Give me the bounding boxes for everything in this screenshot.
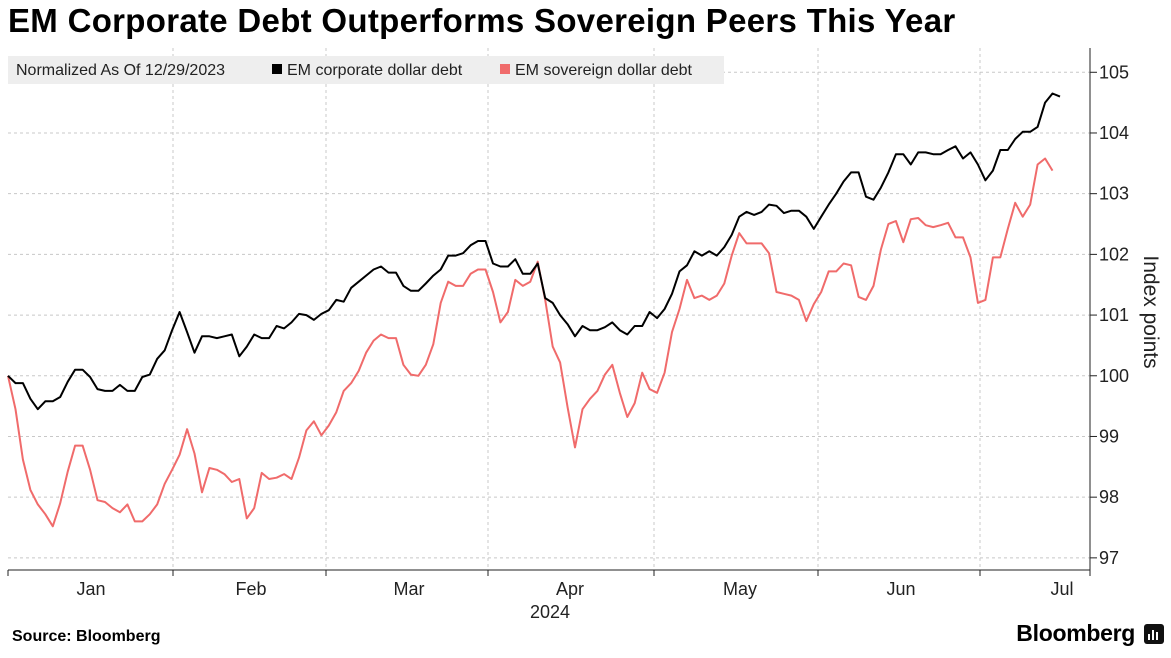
gridlines bbox=[8, 48, 1090, 570]
x-tick-label: May bbox=[723, 579, 757, 599]
y-tick-label: 103 bbox=[1099, 184, 1129, 204]
y-tick-label: 99 bbox=[1099, 426, 1119, 446]
y-tick-label: 104 bbox=[1099, 123, 1129, 143]
legend-swatch-sovereign bbox=[500, 64, 510, 74]
y-tick-label: 102 bbox=[1099, 244, 1129, 264]
x-tick-label: Apr bbox=[556, 579, 584, 599]
y-tick-label: 98 bbox=[1099, 487, 1119, 507]
legend-note: Normalized As Of 12/29/2023 bbox=[16, 62, 225, 79]
y-axis-ticks: 97 98 99 100 101 102 103 104 105 bbox=[1090, 62, 1129, 568]
y-tick-label: 100 bbox=[1099, 366, 1129, 386]
y-axis-title: Index points bbox=[1139, 255, 1162, 368]
legend-background bbox=[8, 56, 724, 84]
x-tick-label: Jun bbox=[886, 579, 915, 599]
bloomberg-logo: Bloomberg bbox=[1016, 620, 1135, 646]
chart-title: EM Corporate Debt Outperforms Sovereign … bbox=[8, 2, 956, 39]
series-line-corporate bbox=[7, 92, 1061, 411]
y-tick-label: 105 bbox=[1099, 62, 1129, 82]
legend-label-corporate: EM corporate dollar debt bbox=[287, 62, 463, 79]
x-tick-label: Jul bbox=[1050, 579, 1073, 599]
y-tick-label: 101 bbox=[1099, 305, 1129, 325]
bloomberg-chart-icon bbox=[1144, 624, 1164, 644]
x-tick-label: Jan bbox=[76, 579, 105, 599]
legend-swatch-corporate bbox=[272, 64, 282, 74]
source-note: Source: Bloomberg bbox=[12, 628, 161, 645]
x-axis-ticks: Jan Feb Mar Apr May Jun Jul bbox=[7, 570, 1091, 599]
series-line-sovereign bbox=[7, 157, 1054, 528]
x-tick-label: Mar bbox=[394, 579, 425, 599]
legend-label-sovereign: EM sovereign dollar debt bbox=[515, 62, 693, 79]
y-tick-label: 97 bbox=[1099, 548, 1119, 568]
x-axis-year-label: 2024 bbox=[530, 602, 570, 622]
legend: Normalized As Of 12/29/2023 EM corporate… bbox=[8, 56, 724, 84]
x-tick-label: Feb bbox=[235, 579, 266, 599]
series-group bbox=[7, 92, 1061, 528]
